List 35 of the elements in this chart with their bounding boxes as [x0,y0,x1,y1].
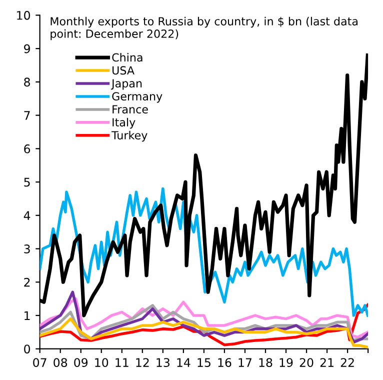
x-tick-label: 20 [300,358,314,368]
y-tick-label: 7 [24,111,30,120]
x-tick-label: 16 [218,358,232,368]
y-tick-label: 9 [24,44,30,54]
x-tick-label: 09 [74,358,88,368]
legend-label: Germany [112,92,162,103]
x-tick-label: 14 [177,358,190,367]
x-tick-label: 10 [95,358,108,368]
x-tick-label: 07 [33,358,46,368]
x-tick-label: 15 [198,358,210,368]
legend-label: China [112,53,142,62]
y-tick-label: 5 [24,178,30,187]
legend-label: Italy [112,118,136,129]
x-tick-label: 21 [320,358,334,367]
y-tick-label: 6 [24,144,30,154]
x-tick-label: 12 [136,358,149,367]
x-tick-label: 22 [340,358,354,367]
legend-label: France [112,105,148,114]
legend-label: Japan [110,79,142,90]
y-tick-label: 2 [24,278,30,287]
y-tick-label: 1 [24,311,30,320]
y-tick-label: 10 [17,10,30,20]
text: Monthly exports to Russia by country, in $ bn (last data point: December 2022) [50,16,358,40]
x-tick-label: 19 [280,358,293,368]
y-tick-label: 3 [24,244,30,254]
x-tick-label: 13 [156,358,170,368]
x-tick-label: 17 [238,358,252,367]
legend-label: Turkey [112,130,148,142]
x-tick-label: 18 [259,358,272,368]
x-tick-label: 11 [116,358,128,367]
legend-label: USA [112,66,134,75]
y-tick-label: 4 [24,211,30,220]
x-tick-label: 08 [54,358,68,368]
y-tick-label: 8 [24,78,30,87]
y-tick-label: 0 [24,344,30,354]
